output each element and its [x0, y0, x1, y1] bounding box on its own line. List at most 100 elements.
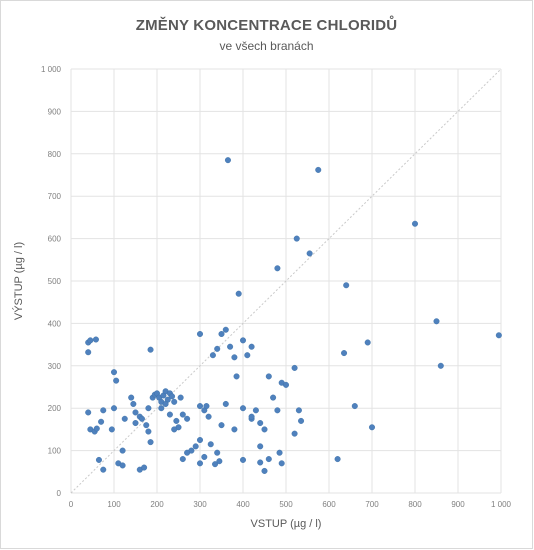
x-tick-labels: 0 100 200 300 400 500 600 700 800 900 1 000 — [69, 500, 512, 509]
scatter-point — [214, 345, 221, 352]
scatter-point — [244, 352, 251, 359]
scatter-point — [291, 364, 298, 371]
scatter-point — [207, 441, 214, 448]
scatter-point — [132, 420, 139, 427]
scatter-point — [98, 418, 105, 425]
scatter-point — [231, 354, 238, 361]
scatter-point — [179, 411, 186, 418]
y-tick-labels: 0 100 200 300 400 500 600 700 800 900 1 000 — [41, 65, 62, 498]
scatter-point — [265, 456, 272, 463]
scatter-point — [87, 337, 94, 344]
scatter-point — [252, 407, 259, 414]
scatter-point — [257, 420, 264, 427]
y-tick-label: 1 000 — [41, 65, 62, 74]
scatter-point — [132, 409, 139, 416]
data-points — [85, 157, 502, 474]
x-tick-label: 800 — [408, 500, 422, 509]
scatter-point — [278, 460, 285, 467]
scatter-point — [145, 428, 152, 435]
scatter-point — [121, 415, 128, 422]
scatter-point — [171, 426, 178, 433]
grid-lines — [70, 68, 502, 494]
scatter-point — [274, 265, 281, 272]
scatter-point — [412, 220, 419, 227]
scatter-point — [224, 157, 231, 164]
scatter-point — [315, 166, 322, 173]
x-tick-label: 700 — [365, 500, 379, 509]
y-tick-label: 400 — [48, 319, 62, 328]
scatter-point — [119, 447, 126, 454]
scatter-point — [147, 346, 154, 353]
scatter-point — [341, 350, 348, 357]
x-tick-label: 600 — [322, 500, 336, 509]
scatter-point — [364, 339, 371, 346]
scatter-point — [145, 405, 152, 412]
scatter-point — [265, 373, 272, 380]
y-tick-label: 0 — [57, 489, 62, 498]
scatter-point — [283, 381, 290, 388]
scatter-point — [248, 343, 255, 350]
scatter-point — [270, 394, 277, 401]
x-tick-label: 900 — [451, 500, 465, 509]
scatter-point — [257, 459, 264, 466]
scatter-point — [222, 326, 229, 333]
scatter-point — [334, 456, 341, 463]
scatter-point — [239, 337, 246, 344]
scatter-point — [100, 407, 107, 414]
chart-title: ZMĚNY KONCENTRACE CHLORIDŮ — [135, 17, 398, 34]
scatter-point — [92, 336, 99, 343]
scatter-point — [108, 426, 115, 433]
scatter-point — [130, 400, 137, 407]
scatter-point — [205, 413, 212, 420]
x-tick-label: 200 — [150, 500, 164, 509]
scatter-point — [95, 456, 102, 463]
scatter-point — [212, 461, 219, 468]
scatter-point — [138, 415, 145, 422]
scatter-point — [239, 405, 246, 412]
x-tick-label: 100 — [107, 500, 121, 509]
scatter-point — [196, 331, 203, 338]
scatter-point — [433, 318, 440, 325]
chart-subtitle: ve všech branách — [219, 39, 314, 53]
scatter-point — [85, 349, 92, 356]
scatter-point — [214, 449, 221, 456]
x-tick-label: 500 — [279, 500, 293, 509]
y-tick-label: 300 — [48, 362, 62, 371]
scatter-point — [119, 462, 126, 469]
scatter-point — [276, 449, 283, 456]
scatter-point — [169, 393, 176, 400]
scatter-point — [209, 352, 216, 359]
scatter-point — [218, 331, 225, 338]
x-tick-label: 1 000 — [491, 500, 512, 509]
scatter-point — [203, 403, 210, 410]
scatter-point — [306, 250, 313, 257]
scatter-point — [235, 290, 242, 297]
y-tick-label: 800 — [48, 150, 62, 159]
scatter-point — [196, 403, 203, 410]
scatter-point — [218, 422, 225, 429]
scatter-point — [369, 424, 376, 431]
y-tick-label: 200 — [48, 404, 62, 413]
y-tick-label: 500 — [48, 277, 62, 286]
scatter-point — [222, 400, 229, 407]
scatter-point — [110, 369, 117, 376]
scatter-point — [177, 394, 184, 401]
scatter-point — [184, 449, 191, 456]
scatter-point — [343, 282, 350, 289]
scatter-point — [100, 466, 107, 473]
scatter-point — [291, 430, 298, 437]
scatter-point — [274, 407, 281, 414]
x-tick-label: 0 — [69, 500, 74, 509]
y-tick-label: 900 — [48, 107, 62, 116]
scatter-point — [166, 411, 173, 418]
scatter-point — [192, 443, 199, 450]
scatter-point — [171, 398, 178, 405]
y-tick-label: 100 — [48, 447, 62, 456]
scatter-point — [196, 460, 203, 467]
scatter-point — [162, 400, 169, 407]
scatter-point — [216, 458, 223, 465]
y-tick-label: 700 — [48, 192, 62, 201]
scatter-point — [196, 437, 203, 444]
scatter-point — [143, 422, 150, 429]
diagonal-reference-line — [70, 68, 502, 494]
